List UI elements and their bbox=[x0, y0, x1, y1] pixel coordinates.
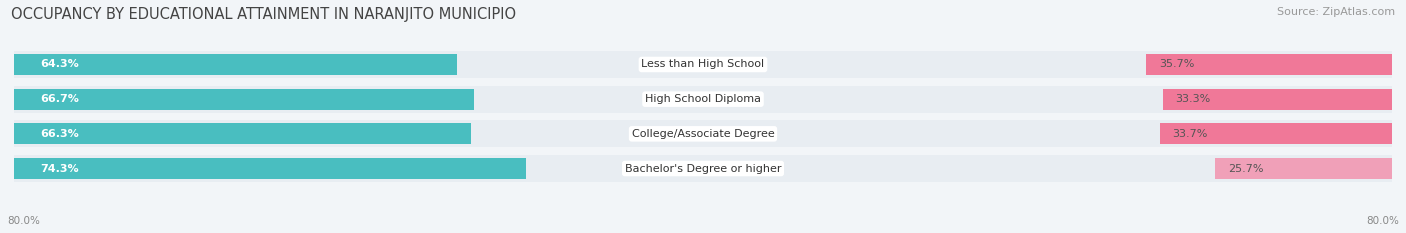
Bar bbox=[14, 54, 457, 75]
Text: 33.7%: 33.7% bbox=[1173, 129, 1208, 139]
Text: 33.3%: 33.3% bbox=[1175, 94, 1211, 104]
Text: Bachelor's Degree or higher: Bachelor's Degree or higher bbox=[624, 164, 782, 174]
Text: 80.0%: 80.0% bbox=[7, 216, 39, 226]
Bar bbox=[1146, 54, 1392, 75]
Text: Less than High School: Less than High School bbox=[641, 59, 765, 69]
Bar bbox=[14, 89, 474, 110]
Bar bbox=[14, 120, 1392, 147]
Bar bbox=[14, 86, 1392, 113]
Text: OCCUPANCY BY EDUCATIONAL ATTAINMENT IN NARANJITO MUNICIPIO: OCCUPANCY BY EDUCATIONAL ATTAINMENT IN N… bbox=[11, 7, 516, 22]
Text: 74.3%: 74.3% bbox=[39, 164, 79, 174]
Bar bbox=[14, 158, 526, 179]
Text: 66.3%: 66.3% bbox=[39, 129, 79, 139]
Text: College/Associate Degree: College/Associate Degree bbox=[631, 129, 775, 139]
Bar bbox=[14, 51, 1392, 78]
Bar bbox=[14, 155, 1392, 182]
Text: 80.0%: 80.0% bbox=[1367, 216, 1399, 226]
Text: 66.7%: 66.7% bbox=[39, 94, 79, 104]
Bar bbox=[1163, 89, 1392, 110]
Bar bbox=[14, 123, 471, 144]
Text: 25.7%: 25.7% bbox=[1227, 164, 1264, 174]
Bar bbox=[1215, 158, 1392, 179]
Text: Source: ZipAtlas.com: Source: ZipAtlas.com bbox=[1277, 7, 1395, 17]
Text: 35.7%: 35.7% bbox=[1159, 59, 1194, 69]
Text: High School Diploma: High School Diploma bbox=[645, 94, 761, 104]
Text: 64.3%: 64.3% bbox=[39, 59, 79, 69]
Bar bbox=[1160, 123, 1392, 144]
